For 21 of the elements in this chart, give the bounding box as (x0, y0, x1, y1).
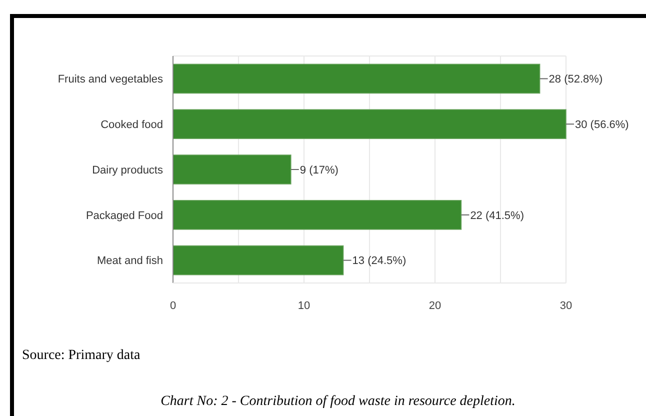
x-tick-label: 20 (428, 300, 442, 312)
x-tick-label: 10 (298, 300, 310, 312)
x-tick-label: 0 (170, 300, 176, 312)
bar (172, 245, 344, 276)
data-label: 9 (17%) (300, 164, 338, 176)
bar (172, 64, 540, 94)
data-label: 13 (24.5%) (352, 255, 406, 268)
y-tick-label: Fruits and vegetables (58, 74, 164, 86)
y-tick-label: Cooked food (100, 118, 163, 131)
source-note: Source: Primary data (22, 348, 141, 363)
text: Chart No: 2 - Contribution of food waste in resource depletion. (160, 394, 516, 409)
y-tick-label: Meat and fish (96, 255, 163, 268)
bar (172, 200, 462, 230)
bar (172, 154, 292, 184)
bar (172, 109, 566, 140)
data-label: 30 (56.6%) (575, 118, 629, 131)
y-tick-label: Packaged Food (86, 210, 163, 222)
y-tick-label: Dairy products (92, 164, 164, 176)
x-tick-label: 30 (560, 300, 572, 312)
data-label: 22 (41.5%) (470, 210, 524, 222)
data-label: 28 (52.8%) (548, 74, 603, 86)
